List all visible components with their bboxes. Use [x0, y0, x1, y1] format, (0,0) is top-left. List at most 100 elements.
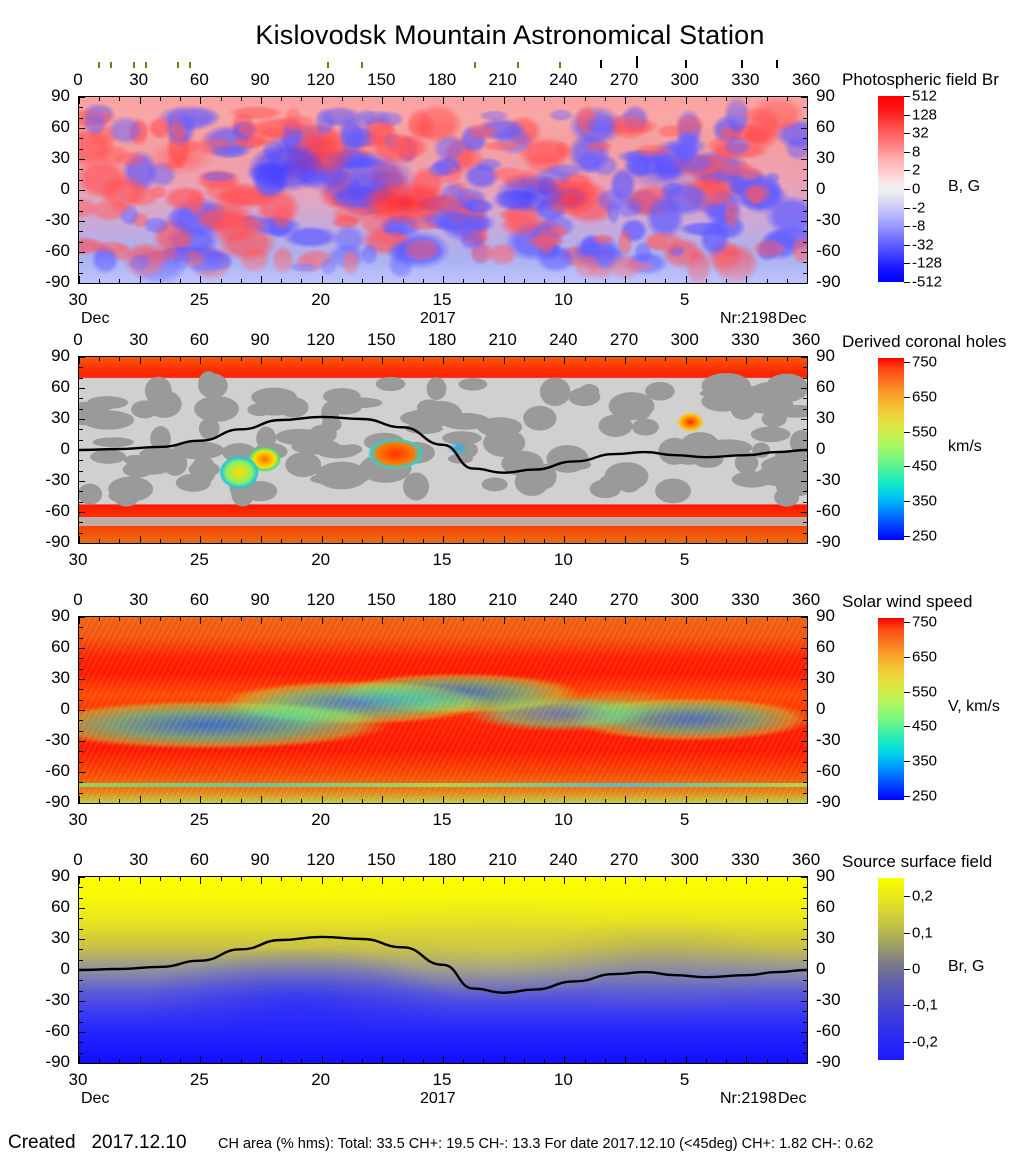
axis-tick-left [79, 689, 83, 691]
axis-tick-right [801, 1001, 807, 1002]
axis-tick-left [79, 877, 85, 878]
axis-tick-bottom [483, 539, 485, 543]
axis-tick-bottom [402, 799, 404, 803]
colorbar-tick [904, 796, 910, 798]
date-tick-label-20: 20 [311, 1070, 331, 1089]
axis-tick-left [79, 887, 83, 889]
axis-tick-right [803, 949, 807, 951]
latitude-label-right-60: 60 [816, 637, 835, 656]
axis-tick-right [801, 252, 807, 253]
event-marker [132, 62, 135, 68]
axis-tick-left [79, 897, 83, 899]
axis-tick-top [483, 97, 485, 101]
longitude-tick-label-180: 180 [427, 590, 457, 609]
colorbar-tick [904, 133, 910, 135]
axis-tick-top [807, 617, 808, 624]
axis-tick-top [119, 357, 121, 361]
axis-tick-right [801, 419, 807, 420]
axis-tick-right [801, 1032, 807, 1033]
axis-tick-top [341, 357, 343, 361]
axis-tick-left [79, 699, 83, 701]
axis-tick-left [79, 470, 83, 472]
event-marker [144, 62, 147, 68]
axis-tick-right [803, 107, 807, 109]
axis-tick-right [801, 710, 807, 711]
axis-tick-top [382, 877, 384, 884]
rotation-number: Nr:2198 [720, 1090, 777, 1107]
axis-tick-top [119, 877, 121, 881]
longitude-axis-labels: 0 30 60 90 120 150 180 210 240 270 300 330 360 [0, 850, 1020, 870]
longitude-tick-label-210: 210 [488, 330, 517, 349]
axis-tick-bottom [119, 539, 121, 543]
axis-tick-right [801, 357, 807, 358]
axis-tick-top [584, 97, 586, 101]
axis-tick-left [79, 522, 83, 524]
axis-tick-right [801, 481, 807, 482]
axis-tick-top [604, 617, 606, 621]
colorbar-label-650: 650 [912, 648, 938, 666]
axis-tick-bottom [261, 796, 262, 803]
axis-tick-left [79, 241, 83, 243]
axis-tick-top [463, 877, 465, 881]
latitude-label-right--90: -90 [816, 532, 841, 551]
colorbar-tick [904, 621, 910, 623]
axis-tick-top [382, 357, 384, 364]
latitude-label-left-60: 60 [51, 897, 70, 916]
axis-tick-bottom [159, 799, 161, 803]
axis-tick-left [79, 501, 83, 503]
axis-tick-left [79, 231, 83, 233]
date-tick-label-30: 30 [68, 550, 88, 569]
colorbar-label-0,1: 0,1 [912, 924, 933, 942]
axis-tick-top [240, 97, 242, 101]
axis-tick-bottom [382, 796, 384, 803]
axis-tick-top [321, 877, 323, 884]
axis-tick-left [79, 668, 83, 670]
axis-tick-right [801, 543, 807, 544]
latitude-label-left--90: -90 [45, 272, 70, 291]
axis-tick-bottom [362, 799, 364, 803]
axis-tick-bottom [584, 799, 586, 803]
axis-tick-top [786, 877, 788, 881]
colorbar-label--2: -2 [912, 199, 926, 217]
latitude-label-left--60: -60 [45, 501, 70, 520]
axis-tick-top [382, 617, 384, 624]
colorbar-tick [904, 656, 910, 658]
created-label: Created 2017.12.10 [8, 1132, 187, 1154]
latitude-label-right-90: 90 [816, 86, 835, 105]
axis-tick-top [625, 97, 626, 104]
magnetogram-image [79, 97, 807, 283]
axis-tick-bottom [786, 1059, 788, 1063]
axis-tick-left [79, 1063, 85, 1064]
axis-tick-bottom [341, 799, 343, 803]
longitude-tick-label-210: 210 [488, 70, 517, 89]
latitude-label-left-0: 0 [60, 179, 70, 198]
latitude-label-right--30: -30 [816, 470, 841, 489]
axis-tick-right [803, 367, 807, 369]
axis-tick-right [803, 522, 807, 524]
axis-tick-right [803, 699, 807, 701]
axis-tick-left [79, 107, 83, 109]
latitude-label-left-60: 60 [51, 377, 70, 396]
axis-tick-right [801, 741, 807, 742]
axis-tick-top [705, 97, 707, 101]
colorbar-label-550: 550 [912, 423, 938, 441]
axis-tick-bottom [321, 796, 323, 803]
axis-tick-bottom [523, 279, 525, 283]
axis-tick-right [803, 792, 807, 794]
longitude-tick-label-60: 60 [189, 850, 209, 869]
axis-tick-bottom [645, 539, 647, 543]
axis-tick-right [803, 377, 807, 379]
colorbar-tick [904, 1041, 910, 1043]
axis-tick-left [79, 532, 83, 534]
date-tick-label-5: 5 [679, 290, 690, 309]
latitude-label-left-0: 0 [60, 439, 70, 458]
axis-tick-bottom [705, 1059, 707, 1063]
axis-tick-top [786, 617, 788, 621]
axis-tick-top [220, 97, 222, 101]
axis-tick-bottom [321, 536, 323, 543]
colorbar-tick [904, 726, 910, 728]
longitude-tick-label-150: 150 [367, 330, 396, 349]
axis-tick-bottom [625, 796, 626, 803]
colorbar-tick [904, 189, 910, 190]
axis-tick-right [801, 772, 807, 773]
